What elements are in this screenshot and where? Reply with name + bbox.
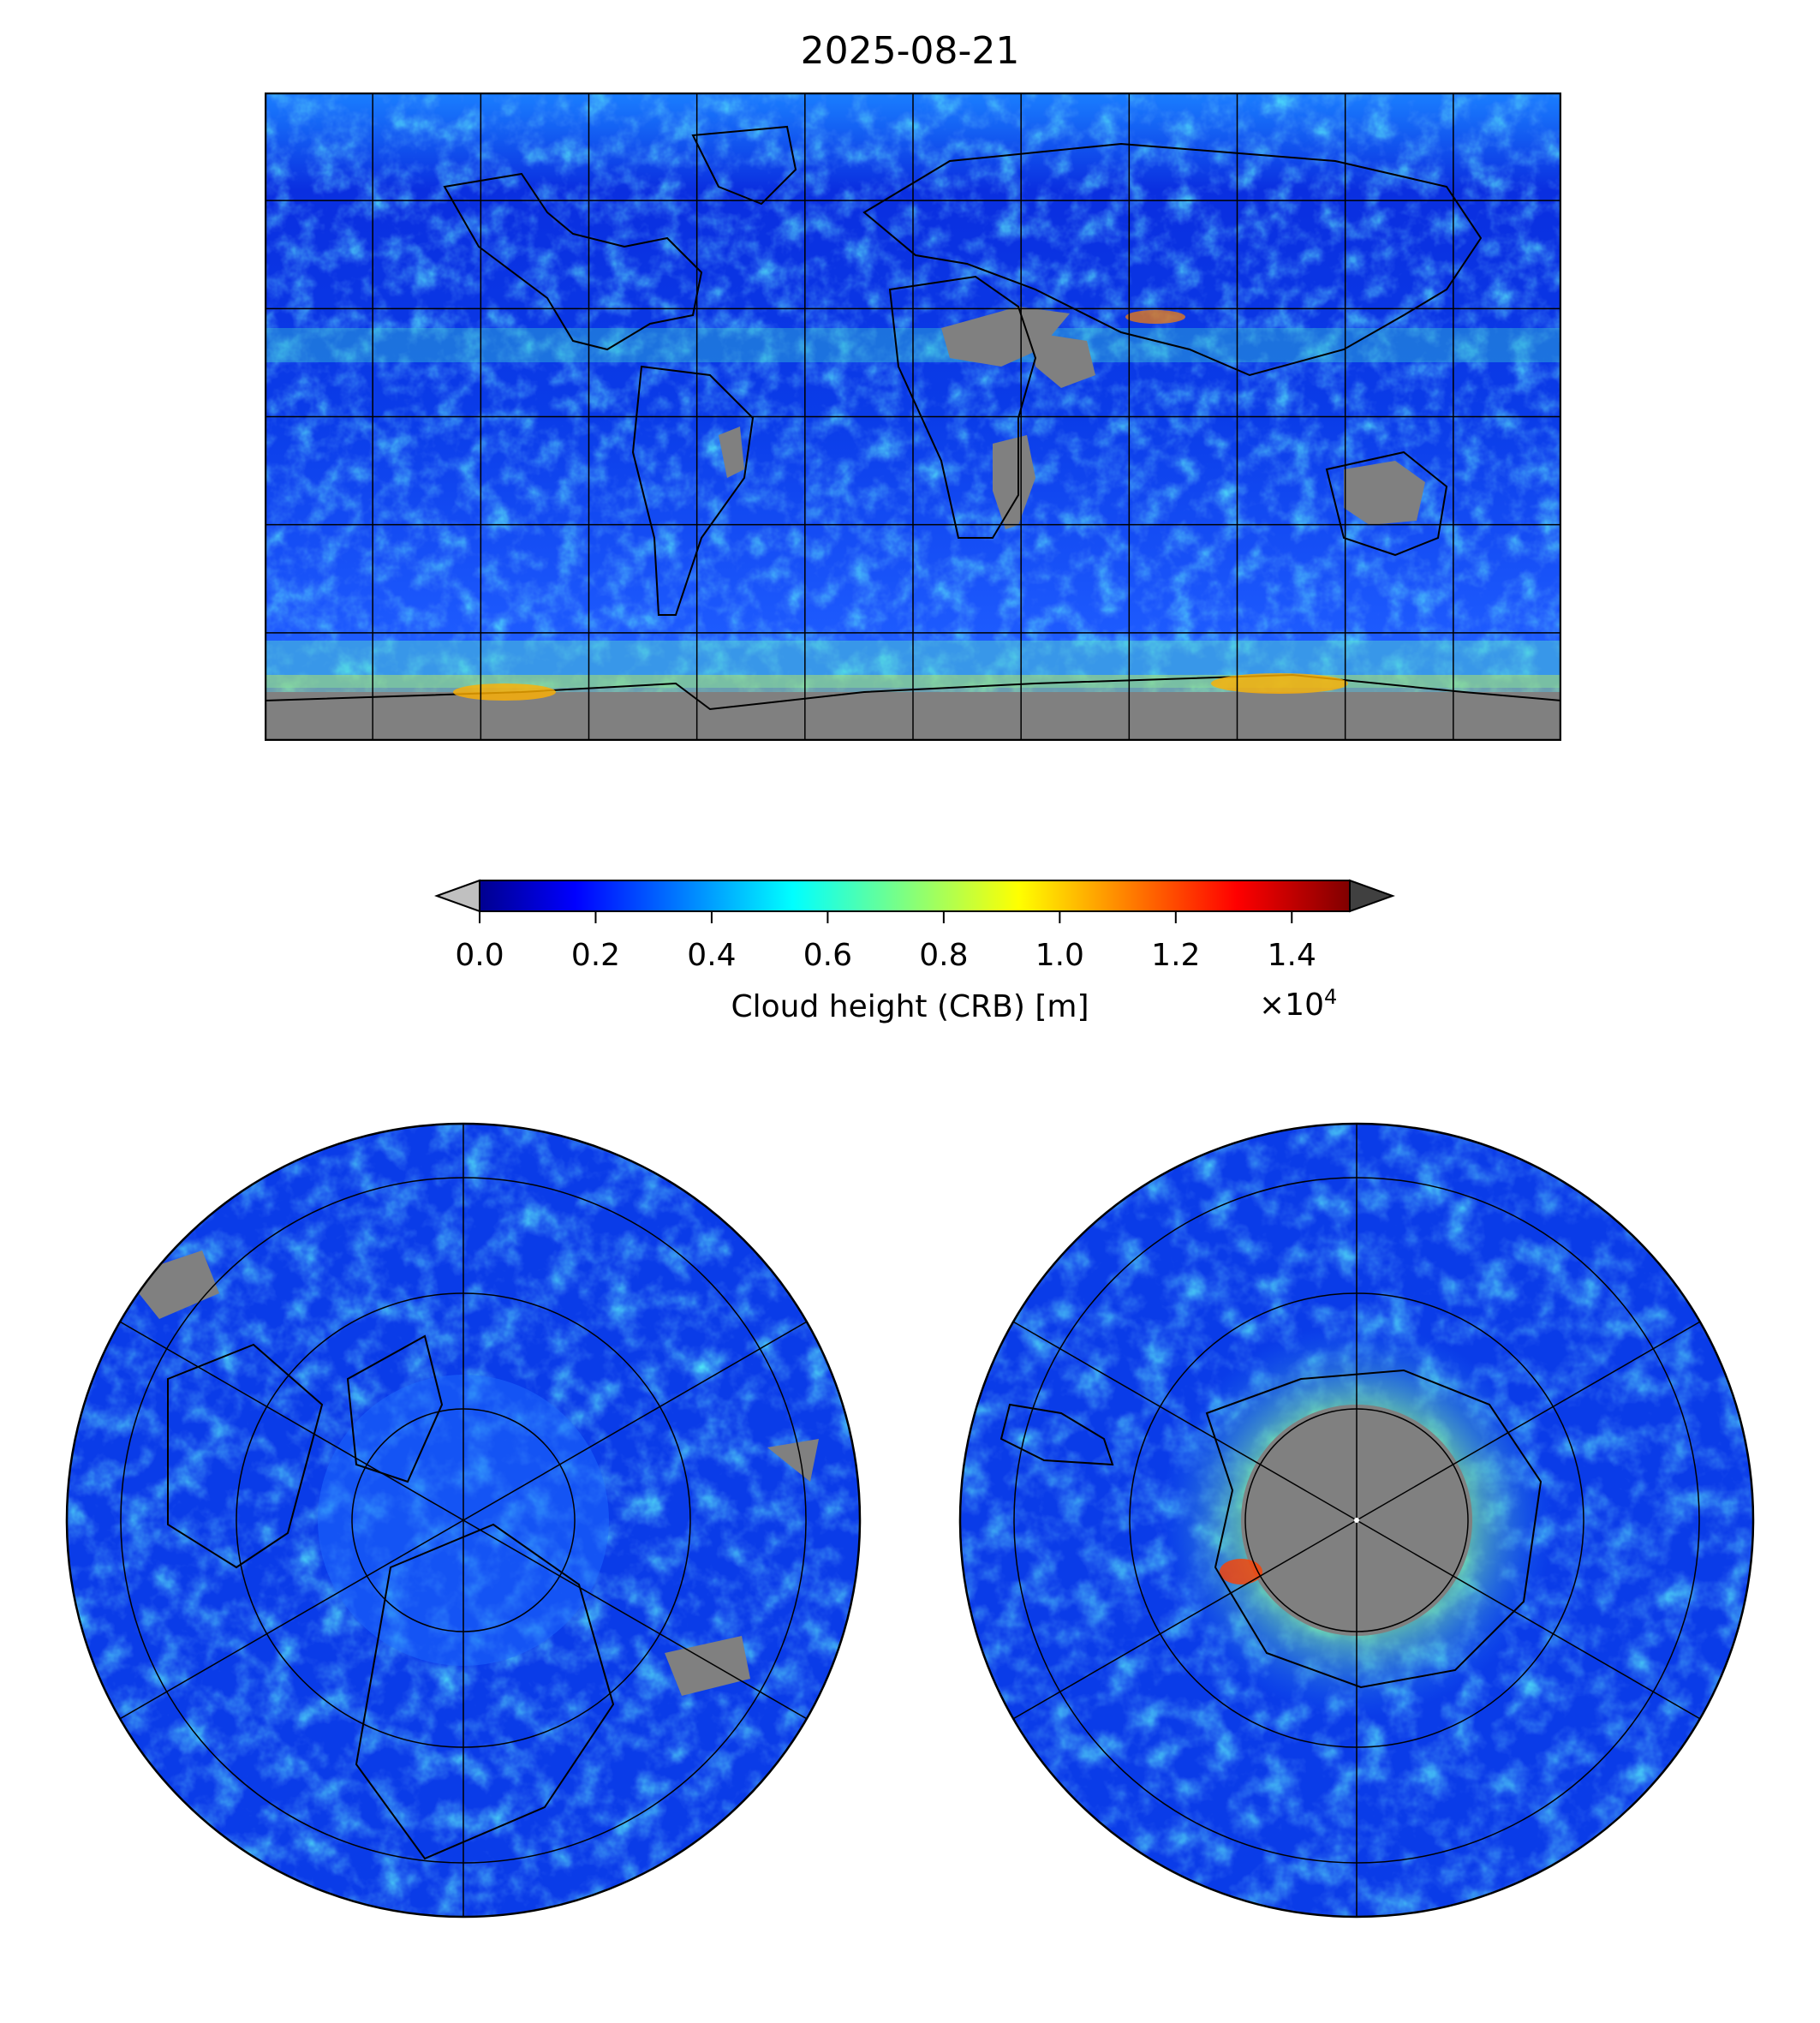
colorbar-multiplier: ×104 (1259, 985, 1338, 1023)
high-cloud-spot (453, 683, 556, 701)
antarctica-coast (1205, 1369, 1543, 1689)
nodata-patch (665, 1636, 750, 1696)
north-america-coast (167, 1343, 324, 1569)
colorbar-tick-label: 0.4 (687, 938, 737, 973)
north-polar-frame (65, 1122, 862, 1919)
greenland-coast (346, 1334, 444, 1483)
colorbar-tick-label: 0.6 (803, 938, 853, 973)
colorbar-over-extension (1349, 879, 1395, 913)
eurasia-coast (355, 1523, 615, 1860)
north-polar-graticule (117, 1124, 809, 1917)
australia-nodata (1344, 461, 1425, 525)
south-america-coast (631, 365, 755, 616)
nodata-regions (719, 307, 1425, 529)
nodata-patch (767, 1439, 819, 1482)
north-polar-map (65, 1122, 862, 1919)
colorbar (434, 879, 1395, 923)
south-america-coast (1000, 1403, 1114, 1466)
africa-coast (888, 275, 1037, 539)
south-polar-coastlines (1000, 1369, 1543, 1689)
eurasia-coast (862, 142, 1483, 377)
south-polar-frame (958, 1122, 1755, 1919)
colorbar-label: Cloud height (CRB) [m] (731, 989, 1089, 1024)
global-gridlines (265, 92, 1561, 741)
south-polar-map (958, 1122, 1755, 1919)
colorbar-under-extension (434, 879, 480, 913)
colorbar-gradient (479, 880, 1351, 912)
figure-title: 2025-08-21 (800, 29, 1020, 73)
colorbar-tick-label: 0.0 (455, 938, 504, 973)
colorbar-tick-label: 1.0 (1035, 938, 1084, 973)
nodata-patch (125, 1250, 219, 1319)
sahara-nodata (941, 307, 1070, 367)
colorbar-tick-label: 1.4 (1267, 938, 1316, 973)
global-map-frame (265, 92, 1561, 741)
high-cloud-spot (1220, 1559, 1262, 1584)
australia-coast (1325, 451, 1448, 557)
global-cloud-height-map (265, 92, 1561, 741)
colorbar-tick-label: 0.8 (919, 938, 969, 973)
amazon-nodata (719, 427, 744, 478)
antarctica-coast (265, 673, 1561, 711)
high-cloud-spots (453, 310, 1348, 701)
greenland-coast (691, 125, 797, 206)
colorbar-tick-label: 0.2 (570, 938, 621, 973)
arabia-nodata (1031, 332, 1095, 388)
southern-africa-nodata (993, 435, 1035, 529)
north-polar-coastlines (167, 1334, 615, 1860)
south-pole-marker (1354, 1518, 1359, 1523)
high-cloud-spot (1125, 310, 1185, 324)
north-polar-nodata (125, 1250, 819, 1696)
colorbar-ticks (479, 911, 1293, 923)
high-cloud-spot (1211, 673, 1348, 694)
colorbar-tick-label: 1.2 (1151, 938, 1201, 973)
meridian (117, 1320, 809, 1721)
